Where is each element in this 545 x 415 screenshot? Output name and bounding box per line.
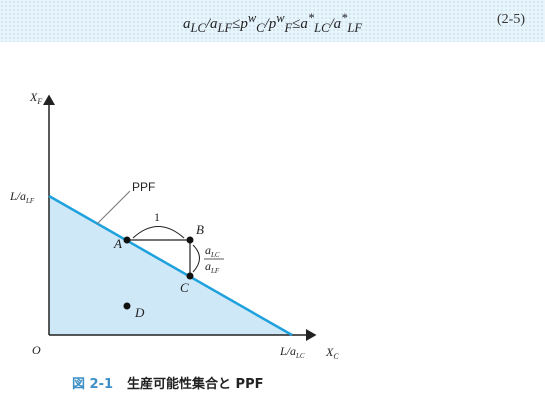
y-axis-label: XF xyxy=(29,90,42,106)
equation-band xyxy=(0,0,545,42)
point-a-label: A xyxy=(113,236,122,251)
point-d xyxy=(123,302,131,310)
step-label: 1 xyxy=(154,210,160,224)
point-b-label: B xyxy=(196,222,204,237)
figure-number: 図 2-1 xyxy=(72,377,114,392)
ppf-label: PPF xyxy=(132,180,155,194)
slope-numerator: aLC xyxy=(205,243,220,259)
x-axis-label: XC xyxy=(325,345,339,361)
figure-caption: 図 2-1 生産可能性集合と PPF xyxy=(72,373,263,392)
ppf-figure: PPF 1 aLC aLF A B C D XF XC O L/aLF L/aL… xyxy=(9,90,339,361)
x-intercept-label: L/aLC xyxy=(279,344,305,360)
equation: aLC/aLF≤pwC/pwF≤a*LC/a*LF xyxy=(183,11,362,35)
ppf-callout-line xyxy=(96,190,131,225)
figure-title: 生産可能性集合と PPF xyxy=(127,377,264,392)
slope-denominator: aLF xyxy=(205,259,220,275)
origin-label: O xyxy=(32,343,41,357)
equation-number: (2-5) xyxy=(497,12,525,27)
point-c xyxy=(186,272,194,280)
step-arc xyxy=(132,226,185,239)
ppf-line xyxy=(48,194,293,337)
point-d-label: D xyxy=(134,305,145,320)
slope-arc xyxy=(192,244,200,273)
point-b xyxy=(186,236,194,244)
point-a xyxy=(123,236,131,244)
point-c-label: C xyxy=(180,280,189,295)
y-intercept-label: L/aLF xyxy=(9,189,35,205)
